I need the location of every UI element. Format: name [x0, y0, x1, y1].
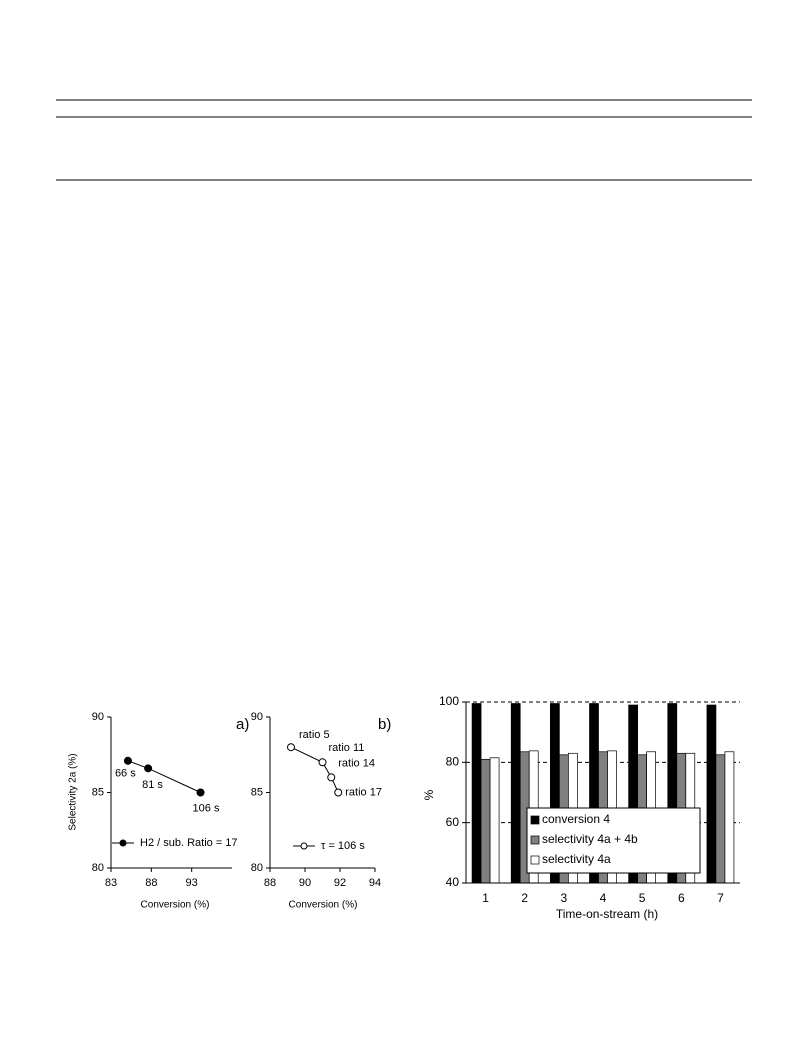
y-tick-label: 100 [439, 694, 459, 708]
y-tick-label: 90 [251, 711, 263, 723]
legend-marker [300, 842, 308, 850]
point-label: ratio 11 [329, 742, 365, 754]
point [334, 788, 343, 797]
x-tick-label: 6 [678, 891, 685, 905]
x-tick-label: 88 [145, 877, 157, 889]
legend-label: conversion 4 [542, 812, 610, 826]
point [144, 764, 153, 773]
bar [510, 703, 521, 884]
y-tick-label: 80 [446, 755, 460, 769]
y-tick-label: 90 [92, 711, 104, 723]
point [123, 756, 132, 765]
x-tick-label: 90 [299, 877, 311, 889]
legend-swatch [530, 835, 540, 845]
y-axis-title: % [422, 789, 436, 800]
annotation: b) [378, 716, 391, 733]
bar [471, 703, 482, 884]
x-tick-label: 92 [334, 877, 346, 889]
legend-swatch [530, 815, 540, 825]
legend-label: selectivity 4a [542, 852, 611, 866]
y-axis-title: Selectivity 2a (%) [68, 753, 79, 830]
point-label: ratio 5 [299, 729, 330, 741]
x-tick-label: 3 [561, 891, 568, 905]
point-label: ratio 14 [338, 757, 375, 769]
x-tick-label: 7 [717, 891, 724, 905]
point [327, 773, 336, 782]
legend-label: τ = 106 s [321, 840, 365, 852]
annotation: a) [236, 716, 249, 733]
point-label: 106 s [193, 802, 220, 814]
x-tick-label: 1 [482, 891, 489, 905]
x-tick-label: 83 [105, 877, 117, 889]
y-tick-label: 80 [92, 862, 104, 874]
y-tick-label: 85 [92, 786, 104, 798]
point [318, 758, 327, 767]
point-label: 66 s [115, 768, 136, 780]
point-label: ratio 17 [345, 786, 382, 798]
series-line [290, 746, 339, 793]
y-tick-label: 85 [251, 786, 263, 798]
bar [489, 757, 500, 884]
point [287, 743, 295, 752]
x-tick-label: 88 [264, 877, 276, 889]
series-line [127, 760, 201, 793]
x-tick-label: 4 [600, 891, 607, 905]
x-axis-title: Conversion (%) [141, 900, 210, 911]
x-tick-label: 94 [369, 877, 381, 889]
point-label: 81 s [142, 779, 163, 791]
legend-box [526, 807, 701, 874]
x-tick-label: 5 [639, 891, 646, 905]
legend-label: H2 / sub. Ratio = 17 [140, 837, 238, 849]
y-tick-label: 80 [251, 862, 263, 874]
bar [715, 754, 726, 884]
y-tick-label: 60 [446, 815, 460, 829]
x-tick-label: 2 [521, 891, 528, 905]
bar [706, 704, 717, 884]
x-tick-label: 93 [186, 877, 198, 889]
y-tick-label: 40 [446, 875, 460, 889]
legend-swatch [530, 855, 540, 865]
x-axis-title: Conversion (%) [289, 900, 358, 911]
bar [724, 751, 735, 884]
legend-label: selectivity 4a + 4b [542, 832, 638, 846]
legend-marker [119, 839, 127, 847]
x-axis-title: Time-on-stream (h) [556, 907, 658, 921]
bar [480, 758, 491, 884]
point [196, 788, 205, 797]
